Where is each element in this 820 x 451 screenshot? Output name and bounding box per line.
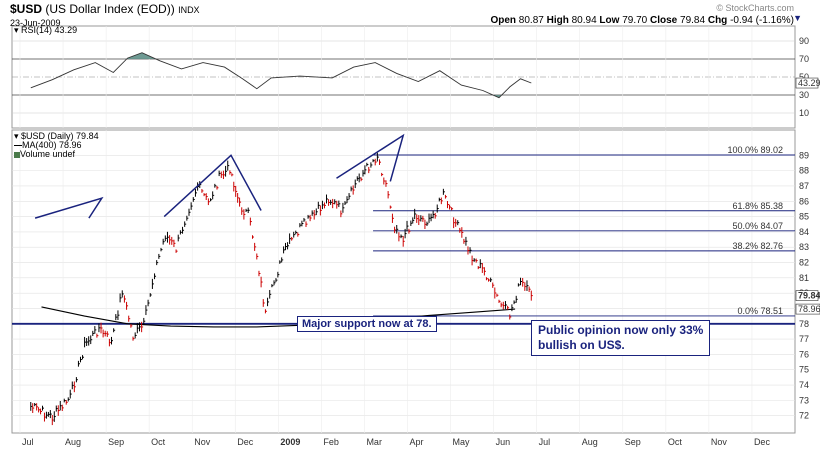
ma-last-value: 78.96 <box>798 304 820 314</box>
fib-label: 0.0% 78.51 <box>737 306 783 316</box>
price-tick-label: 88 <box>799 166 809 176</box>
fib-label: 50.0% 84.07 <box>732 221 783 231</box>
price-tick-label: 77 <box>799 334 809 344</box>
open-label: Open <box>490 15 517 26</box>
brand-label: © StockCharts.com <box>716 3 794 13</box>
exchange-label: INDX <box>178 5 200 15</box>
x-tick-label: Dec <box>754 437 771 447</box>
rsi-gridlines <box>12 26 795 128</box>
ma-line <box>41 306 516 328</box>
low-label: Low <box>599 15 620 26</box>
x-tick-label: Jul <box>539 437 551 447</box>
rsi-last-value: 43.29 <box>798 78 820 88</box>
ma-last-box <box>795 303 820 315</box>
high-label: High <box>546 15 569 26</box>
rsi-tick-label: 90 <box>799 36 809 46</box>
ma-legend-text: MA(400) 78.96 <box>22 140 82 150</box>
price-tick-label: 83 <box>799 242 809 252</box>
price-tick-label: 84 <box>799 227 809 237</box>
close-label: Close <box>650 15 678 26</box>
pattern-lines <box>34 133 405 219</box>
symbol-label: $USD <box>10 2 43 16</box>
rsi-tick-label: 70 <box>799 54 809 64</box>
x-tick-label: Sep <box>108 437 124 447</box>
x-tick-label: May <box>453 437 471 447</box>
price-legend: ▾ $USD (Daily) 79.84 MA(400) 78.96 Volum… <box>14 132 99 159</box>
quote-readout: Open 80.87 High 80.94 Low 79.70 Close 79… <box>490 15 794 26</box>
price-last-value: 79.84 <box>798 291 820 301</box>
fib-label: 61.8% 85.38 <box>732 201 783 211</box>
price-tick-label: 87 <box>799 181 809 191</box>
x-tick-label: Jun <box>496 437 511 447</box>
price-tick-label: 75 <box>799 365 809 375</box>
price-tick-label: 76 <box>799 349 809 359</box>
fibonacci-levels: 100.0% 89.02 61.8% 85.38 50.0% 84.07 38.2% … <box>12 145 795 325</box>
fib-label: 100.0% 89.02 <box>727 145 783 155</box>
rsi-legend: ▾ RSI(14) 43.29 <box>14 25 77 36</box>
rsi-tick-label: 10 <box>799 108 809 118</box>
price-tick-label: 89 <box>799 150 809 160</box>
ma-legend-swatch <box>14 145 22 147</box>
rsi-tick-label: 50 <box>799 72 809 82</box>
ma-series <box>41 306 516 328</box>
volume-legend-swatch <box>14 151 20 158</box>
rsi-tick-label: 30 <box>799 90 809 100</box>
x-tick-label: Mar <box>366 437 382 447</box>
price-tick-label: 78 <box>799 319 809 329</box>
close-value: 79.84 <box>680 15 706 26</box>
pattern-line <box>163 154 262 218</box>
fib-label: 38.2% 82.76 <box>732 241 783 251</box>
price-tick-label: 72 <box>799 411 809 421</box>
price-last-box <box>795 290 819 301</box>
price-bars <box>30 152 533 426</box>
chart-date: 23-Jun-2009 <box>10 18 61 28</box>
price-tick-label: 73 <box>799 395 809 405</box>
price-tick-label: 86 <box>799 196 809 206</box>
open-value: 80.87 <box>518 15 544 26</box>
pattern-line <box>336 133 405 182</box>
price-tick-label: 81 <box>799 273 809 283</box>
x-tick-label: Oct <box>151 437 166 447</box>
high-value: 80.94 <box>571 15 597 26</box>
rsi-last-box <box>795 77 819 89</box>
price-tick-label: 85 <box>799 212 809 222</box>
x-tick-label: Dec <box>237 437 254 447</box>
rsi-line <box>30 52 532 99</box>
x-tick-label: Nov <box>711 437 728 447</box>
x-tick-label: Nov <box>194 437 211 447</box>
x-tick-label: Apr <box>410 437 424 447</box>
chg-value: -0.94 (-1.16%) <box>730 15 794 26</box>
price-gridlines <box>12 130 795 433</box>
opinion-line-2: bullish on US$. <box>538 338 625 352</box>
opinion-annotation: Public opinion now only 33% bullish on U… <box>531 320 711 356</box>
axis-labels: 907050301043.297273747576777879808182838… <box>22 36 820 447</box>
pattern-line <box>34 196 104 219</box>
rsi-series <box>30 52 532 99</box>
x-tick-label: Aug <box>582 437 598 447</box>
support-annotation: Major support now at 78. <box>297 316 437 332</box>
price-panel-border <box>11 129 796 434</box>
x-tick-label: Oct <box>668 437 683 447</box>
x-tick-label: Feb <box>323 437 339 447</box>
x-tick-label: Aug <box>65 437 81 447</box>
volume-legend-text: Volume undef <box>20 149 76 159</box>
rsi-legend-text: RSI(14) 43.29 <box>21 25 78 35</box>
x-tick-label: Sep <box>625 437 641 447</box>
x-tick-label: 2009 <box>280 437 300 447</box>
price-tick-label: 74 <box>799 380 809 390</box>
symbol-name: (US Dollar Index (EOD)) <box>45 2 175 16</box>
chg-label: Chg <box>707 15 728 26</box>
x-tick-label: Jul <box>22 437 34 447</box>
low-value: 79.70 <box>622 15 648 26</box>
price-tick-label: 82 <box>799 258 809 268</box>
price-legend-icon: ▾ <box>14 131 19 141</box>
rsi-legend-icon: ▾ <box>14 25 19 35</box>
chart-frame <box>11 25 796 434</box>
quote-dropdown-icon[interactable]: ▼ <box>793 13 802 23</box>
price-legend-text: $USD (Daily) 79.84 <box>21 131 99 141</box>
chart-title: $USD (US Dollar Index (EOD)) INDX <box>10 2 200 16</box>
opinion-line-1: Public opinion now only 33% <box>538 323 704 337</box>
